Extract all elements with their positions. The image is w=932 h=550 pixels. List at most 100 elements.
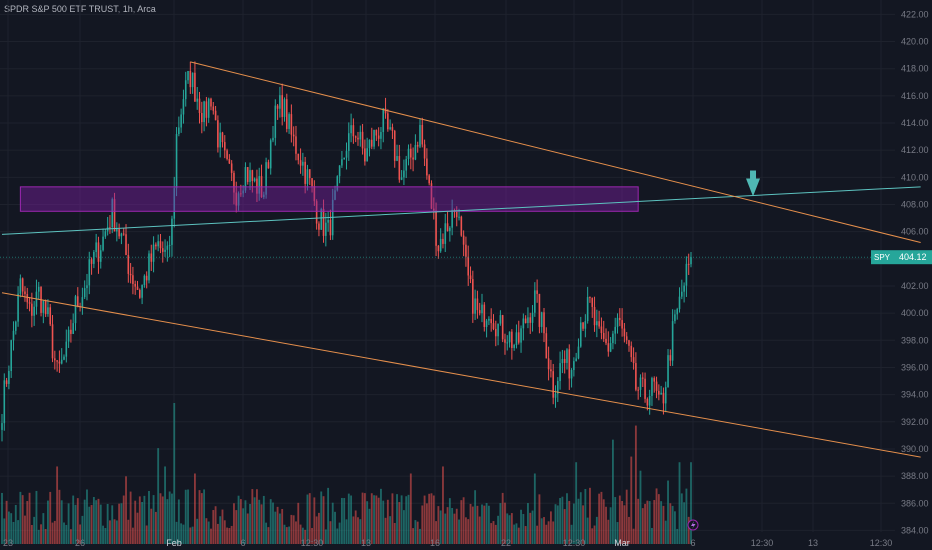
candle-body xyxy=(155,244,157,247)
volume-bar xyxy=(278,513,281,544)
candle-body xyxy=(612,333,614,344)
candle xyxy=(591,297,594,318)
candle-body xyxy=(67,329,70,342)
candle xyxy=(387,109,389,132)
candle-body xyxy=(221,132,224,143)
volume-bar xyxy=(377,497,380,544)
candle-body xyxy=(308,169,311,179)
candle-body xyxy=(573,361,575,371)
candle xyxy=(198,91,201,124)
candle xyxy=(152,236,155,273)
volume-bar xyxy=(131,527,134,544)
volume-bar xyxy=(380,488,382,544)
candle-body xyxy=(56,360,58,362)
candle-body xyxy=(244,167,247,191)
volume-bar xyxy=(653,500,656,544)
volume-bar xyxy=(253,497,256,544)
symbol-name: SPDR S&P 500 ETF TRUST xyxy=(4,4,118,14)
candle-body xyxy=(522,318,525,329)
candle-body xyxy=(8,371,10,384)
candle xyxy=(635,352,637,392)
candle-body xyxy=(593,306,596,326)
candle xyxy=(127,243,130,283)
volume-bar xyxy=(272,502,274,544)
candle xyxy=(602,320,605,342)
candle xyxy=(58,350,61,373)
volume-bar xyxy=(44,528,47,544)
candle-body xyxy=(249,170,251,182)
candle xyxy=(230,160,233,182)
volume-bar xyxy=(536,525,539,544)
volume-bar xyxy=(164,466,166,544)
candle-body xyxy=(54,358,56,361)
candle xyxy=(295,125,297,161)
candle-body xyxy=(76,296,79,307)
volume-bar xyxy=(265,522,268,544)
candle xyxy=(54,350,56,370)
candle xyxy=(70,319,72,343)
volume-bar xyxy=(242,508,245,544)
candle-body xyxy=(253,178,256,182)
volume-bar xyxy=(249,503,251,544)
candle xyxy=(488,316,490,326)
volume-bar xyxy=(283,524,286,544)
volume-bar xyxy=(347,493,350,544)
volume-bar xyxy=(545,524,548,544)
candle-body xyxy=(132,275,134,284)
candle xyxy=(201,101,203,134)
volume-bar xyxy=(690,462,692,544)
candle-body xyxy=(547,358,550,370)
candle-body xyxy=(621,320,623,329)
volume-bar xyxy=(579,492,582,544)
candle-body xyxy=(327,219,329,223)
candle xyxy=(623,322,626,343)
candle xyxy=(655,376,658,399)
candle-body xyxy=(439,238,442,252)
volume-bar xyxy=(26,501,29,544)
volume-bar xyxy=(173,403,176,544)
volume-bar xyxy=(63,522,65,544)
candle-body xyxy=(258,176,261,194)
candle-body xyxy=(148,253,150,281)
candle xyxy=(182,89,185,124)
candle-body xyxy=(575,358,577,362)
y-tick-label: 384.00 xyxy=(901,525,929,535)
candle-body xyxy=(559,363,561,382)
volume-bar xyxy=(623,505,626,544)
candle xyxy=(609,337,612,353)
candle-body xyxy=(226,150,228,160)
volume-bar xyxy=(478,516,481,544)
x-tick-label: 22 xyxy=(501,538,511,548)
candle-body xyxy=(442,238,444,244)
volume-bar xyxy=(552,521,555,544)
candle-body xyxy=(373,129,375,147)
candle-body xyxy=(630,345,633,358)
candle xyxy=(120,232,123,245)
volume-bar xyxy=(678,462,681,544)
candle-body xyxy=(639,377,642,390)
candle xyxy=(14,320,17,335)
candle xyxy=(21,277,24,297)
candle-body xyxy=(669,355,672,361)
candle-body xyxy=(497,323,499,337)
volume-bar xyxy=(425,503,428,544)
volume-bar xyxy=(154,511,157,544)
candle xyxy=(685,256,688,297)
volume-bar xyxy=(648,501,651,544)
candle xyxy=(674,309,676,324)
volume-bar xyxy=(462,497,465,544)
candle-body xyxy=(637,389,639,391)
volume-bar xyxy=(90,505,93,544)
candle xyxy=(251,169,254,193)
volume-bar xyxy=(474,490,477,544)
volume-bar xyxy=(223,520,226,544)
candle xyxy=(596,309,598,338)
candle xyxy=(72,313,75,335)
candle-body xyxy=(577,346,580,359)
candle-body xyxy=(352,125,355,137)
volume-bar xyxy=(487,505,490,544)
volume-bar xyxy=(14,504,17,544)
candle-body xyxy=(678,296,681,310)
event-icon xyxy=(687,519,699,531)
